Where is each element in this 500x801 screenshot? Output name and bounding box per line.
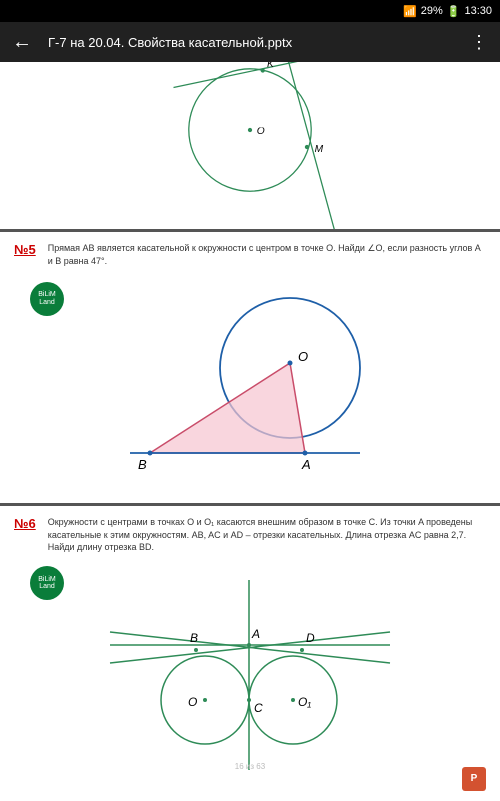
- slide-6: №6 Окружности с центрами в точках O и O₁…: [0, 506, 500, 801]
- label-A6: A: [251, 627, 260, 641]
- label-O: O: [257, 126, 265, 137]
- diagram-6: B A D O C O₁: [80, 560, 420, 770]
- label-O16: O₁: [298, 695, 311, 709]
- problem-text-5: Прямая AB является касательной к окружно…: [48, 242, 486, 267]
- label-O5: O: [298, 349, 308, 364]
- clock: 13:30: [464, 5, 492, 17]
- battery-icon: 🔋: [447, 5, 461, 18]
- content-scroll[interactable]: O K M №5 Прямая AB является касательной …: [0, 62, 500, 801]
- back-button[interactable]: ←: [12, 31, 32, 54]
- problem-number-5: №5: [14, 242, 36, 257]
- label-K: K: [267, 62, 275, 70]
- label-D6: D: [306, 631, 315, 645]
- problem-text-6: Окружности с центрами в точках O и O₁ ка…: [48, 516, 486, 554]
- diagram-5: O A B: [90, 273, 410, 483]
- battery-text: 29%: [421, 5, 443, 17]
- label-M: M: [315, 144, 324, 155]
- powerpoint-icon[interactable]: P: [462, 767, 486, 791]
- signal-icon: 📶: [403, 5, 417, 18]
- label-O6: O: [188, 695, 197, 709]
- diagram-4: O K M: [100, 62, 400, 232]
- menu-button[interactable]: ⋮: [470, 32, 488, 53]
- label-C6: C: [254, 701, 263, 715]
- status-bar: 📶 29% 🔋 13:30: [0, 0, 500, 22]
- problem-number-6: №6: [14, 516, 36, 531]
- bilim-badge-6: BiLiM Land: [30, 566, 64, 600]
- slide-4: O K M: [0, 62, 500, 232]
- label-B6: B: [190, 631, 198, 645]
- label-A5: A: [301, 457, 311, 472]
- slide-5: №5 Прямая AB является касательной к окру…: [0, 232, 500, 506]
- app-bar: ← Г-7 на 20.04. Свойства касательной.ppt…: [0, 22, 500, 62]
- slide-counter: 16 из 63: [0, 762, 500, 771]
- label-B5: B: [138, 457, 147, 472]
- document-title: Г-7 на 20.04. Свойства касательной.pptx: [48, 35, 470, 50]
- bilim-badge-5: BiLiM Land: [30, 282, 64, 316]
